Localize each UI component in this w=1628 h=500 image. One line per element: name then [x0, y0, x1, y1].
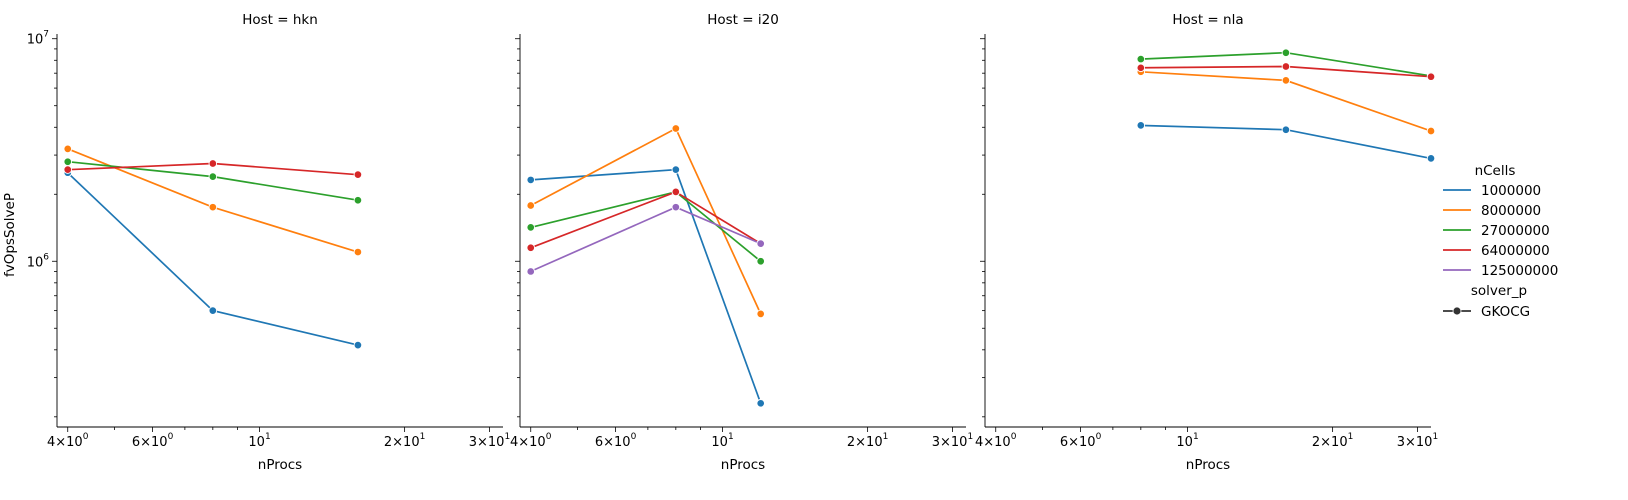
x-tick-label: 101	[248, 432, 270, 450]
data-point-125000000	[671, 202, 681, 212]
legend-label: 1000000	[1481, 183, 1541, 199]
data-point-27000000	[1281, 48, 1291, 57]
data-point-8000000	[63, 144, 72, 154]
x-tick-label: 101	[1176, 432, 1198, 450]
data-point-64000000	[63, 165, 72, 174]
panels: Host = hkn 106 107 4×100 6×100 101 2×101 3×101 n…	[27, 12, 1438, 473]
data-point-125000000	[526, 267, 535, 276]
legend-label: 27000000	[1481, 223, 1550, 239]
legend-label: 64000000	[1481, 243, 1550, 259]
data-point-8000000	[1426, 126, 1436, 136]
legend-label: 125000000	[1481, 263, 1558, 279]
data-point-27000000	[208, 172, 218, 181]
data-point-64000000	[526, 243, 535, 253]
panel-2: Host = nla 4×100 6×100 101 2×101 3×101 nProcs	[975, 12, 1438, 473]
series-line-1000000	[530, 168, 762, 404]
data-point-1000000	[208, 306, 218, 315]
data-point-64000000	[1136, 63, 1146, 73]
x-tick-label: 101	[711, 432, 733, 450]
data-point-64000000	[1426, 72, 1436, 81]
legend-marker-circle	[1452, 306, 1462, 316]
x-tick-label: 2×101	[847, 432, 888, 450]
data-point-8000000	[1281, 76, 1291, 85]
data-point-8000000	[671, 124, 681, 133]
data-point-1000000	[756, 399, 765, 408]
panel-1: Host = i20 4×100 6×100 101 2×101 3×101 nProcs	[510, 12, 973, 473]
x-tick-label: 6×100	[595, 432, 637, 450]
data-point-64000000	[208, 159, 218, 168]
x-tick-label: 2×101	[384, 432, 425, 450]
data-point-27000000	[353, 195, 363, 205]
x-tick-label: 6×100	[132, 432, 174, 450]
data-point-64000000	[671, 187, 681, 197]
panel-0: Host = hkn 106 107 4×100 6×100 101 2×101 3×101 n…	[27, 12, 510, 473]
y-axis-label: fvOpsSolveP	[2, 193, 18, 277]
data-point-1000000	[671, 165, 681, 174]
data-point-8000000	[208, 202, 218, 212]
data-point-8000000	[526, 201, 535, 210]
panel-title: Host = i20	[707, 12, 779, 28]
data-point-1000000	[1281, 125, 1291, 134]
x-tick-label: 3×101	[1397, 432, 1438, 450]
data-point-27000000	[756, 257, 765, 266]
y-tick-label: 107	[27, 30, 49, 48]
y-tick-label: 106	[27, 252, 50, 270]
data-point-1000000	[1426, 154, 1436, 163]
data-point-1000000	[1136, 121, 1146, 130]
legend: nCells 1000000 8000000 27000000 64000000 1250…	[1443, 163, 1558, 320]
legend-style-label: GKOCG	[1481, 304, 1530, 320]
data-point-1000000	[353, 340, 363, 350]
x-tick-label: 4×100	[510, 432, 552, 450]
panel-title: Host = nla	[1172, 12, 1243, 28]
legend-style-title: solver_p	[1471, 283, 1527, 299]
x-axis-label: nProcs	[258, 457, 302, 473]
data-point-27000000	[63, 157, 72, 166]
legend-label: 8000000	[1481, 203, 1541, 219]
x-tick-label: 4×100	[47, 432, 89, 450]
data-point-64000000	[1281, 62, 1291, 71]
data-point-125000000	[756, 239, 765, 248]
x-axis-label: nProcs	[1186, 457, 1230, 473]
x-tick-label: 2×101	[1312, 432, 1353, 450]
x-axis-label: nProcs	[721, 457, 765, 473]
x-tick-label: 6×100	[1060, 432, 1102, 450]
series-line-27000000	[530, 190, 762, 262]
data-point-8000000	[353, 247, 363, 257]
x-tick-label: 3×101	[932, 432, 973, 450]
series-line-1000000	[67, 172, 359, 346]
panel-title: Host = hkn	[242, 12, 318, 28]
data-point-64000000	[353, 170, 363, 179]
legend-hue-title: nCells	[1475, 163, 1516, 179]
data-point-27000000	[526, 223, 535, 232]
x-tick-label: 4×100	[975, 432, 1017, 450]
data-point-1000000	[526, 175, 535, 185]
data-point-8000000	[756, 309, 765, 319]
data-point-27000000	[1136, 54, 1146, 64]
x-tick-label: 3×101	[469, 432, 510, 450]
